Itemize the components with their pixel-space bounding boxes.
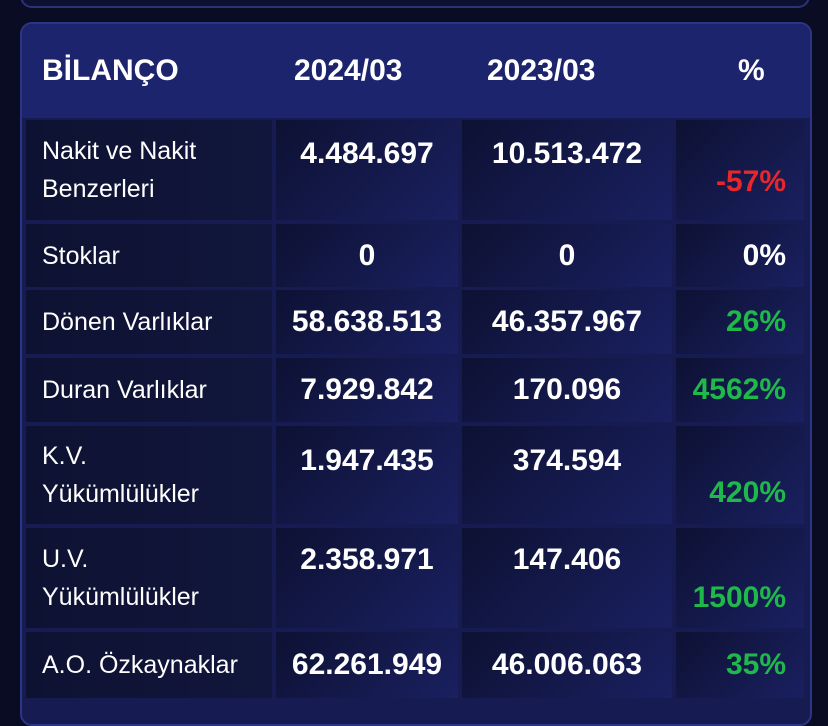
cell-text: 0	[358, 238, 376, 272]
cell-text: 374.594	[512, 444, 622, 477]
cell-text: U.V. Yükümlülükler	[42, 545, 200, 611]
value-cell: 7.929.842	[276, 358, 458, 422]
balance-table: BİLANÇO 2024/03 2023/03 % Nakit ve Nakit…	[20, 22, 812, 726]
cell-text: -57%	[715, 165, 786, 198]
change-percent: 4562%	[676, 358, 804, 422]
row-label: Stoklar	[26, 224, 272, 287]
row-label: U.V. Yükümlülükler	[26, 528, 272, 628]
cell-text: 1500%	[692, 581, 786, 614]
header-cell: %	[738, 54, 765, 87]
value-cell: 374.594	[462, 426, 672, 524]
cell-text: 10.513.472	[491, 137, 643, 170]
row-label: A.O. Özkaynaklar	[26, 632, 272, 698]
value-cell: 0	[276, 224, 458, 287]
cell-text: 147.406	[512, 543, 622, 576]
cell-text: 170.096	[512, 373, 622, 406]
value-cell: 10.513.472	[462, 120, 672, 220]
header-cell: 2024/03	[294, 54, 403, 87]
row-label: Duran Varlıklar	[26, 358, 272, 422]
change-percent: -57%	[676, 120, 804, 220]
cell-text: 0	[558, 238, 576, 272]
cell-text: Duran Varlıklar	[42, 376, 207, 404]
row-label: Nakit ve Nakit Benzerleri	[26, 120, 272, 220]
value-cell: 4.484.697	[276, 120, 458, 220]
change-percent: 35%	[676, 632, 804, 698]
row-label: Dönen Varlıklar	[26, 290, 272, 354]
cell-text: 46.006.063	[491, 648, 643, 681]
cell-text: A.O. Özkaynaklar	[42, 651, 238, 679]
change-percent: 0%	[676, 224, 804, 287]
cell-text: 2.358.971	[300, 543, 434, 576]
value-cell: 170.096	[462, 358, 672, 422]
header-cell: 2023/03	[487, 54, 596, 87]
cell-text: 46.357.967	[491, 305, 643, 338]
value-cell: 147.406	[462, 528, 672, 628]
value-cell: 58.638.513	[276, 290, 458, 354]
change-percent: 420%	[676, 426, 804, 524]
change-percent: 26%	[676, 290, 804, 354]
cell-text: 7.929.842	[300, 373, 434, 406]
cell-text: K.V. Yükümlülükler	[42, 442, 200, 508]
cell-text: 4562%	[692, 373, 786, 406]
header-cell: BİLANÇO	[42, 54, 179, 87]
value-cell: 62.261.949	[276, 632, 458, 698]
cell-text: 4.484.697	[300, 137, 434, 170]
table-header: BİLANÇO 2024/03 2023/03 %	[22, 24, 810, 118]
cell-text: 420%	[709, 476, 786, 509]
value-cell: 1.947.435	[276, 426, 458, 524]
row-label: K.V. Yükümlülükler	[26, 426, 272, 524]
cell-text: 0%	[742, 238, 786, 272]
cell-text: 1.947.435	[300, 444, 434, 477]
cell-text: 35%	[725, 648, 786, 681]
cell-text: 26%	[725, 305, 786, 338]
value-cell: 46.006.063	[462, 632, 672, 698]
value-cell: 46.357.967	[462, 290, 672, 354]
previous-card	[20, 0, 810, 8]
cell-text: 62.261.949	[291, 648, 443, 681]
cell-text: 58.638.513	[291, 305, 443, 338]
cell-text: Stoklar	[42, 241, 120, 270]
value-cell: 2.358.971	[276, 528, 458, 628]
value-cell: 0	[462, 224, 672, 287]
change-percent: 1500%	[676, 528, 804, 628]
cell-text: Nakit ve Nakit Benzerleri	[42, 137, 197, 203]
cell-text: Dönen Varlıklar	[42, 308, 213, 336]
screen: BİLANÇO 2024/03 2023/03 % Nakit ve Nakit…	[20, 0, 812, 726]
